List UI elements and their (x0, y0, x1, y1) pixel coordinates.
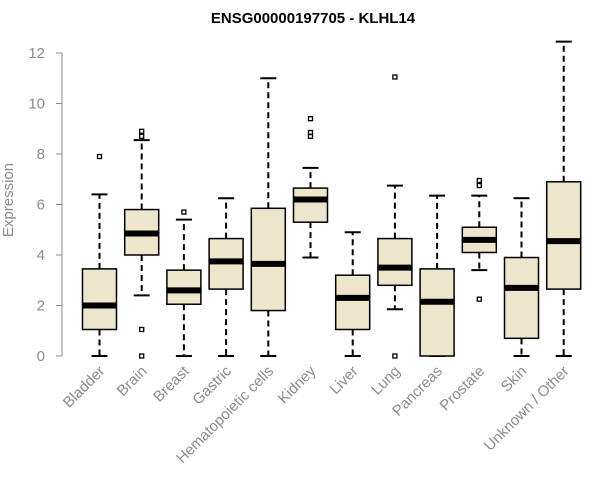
y-axis-label: Expression (0, 163, 17, 237)
box-group (250, 77, 287, 357)
box-group (461, 177, 498, 302)
box-group (208, 197, 244, 357)
outlier-point (139, 133, 145, 139)
outlier-point (476, 182, 482, 189)
y-tick-label: 8 (37, 146, 45, 163)
category-label: Brain (114, 363, 151, 400)
outlier-point (476, 296, 482, 302)
box (419, 268, 455, 357)
box (250, 207, 287, 312)
box (166, 269, 202, 305)
category-label: Breast (150, 362, 193, 405)
box (503, 256, 540, 340)
category-label: Bladder (60, 363, 109, 412)
category-label: Skin (498, 363, 531, 396)
boxes-group (81, 40, 582, 359)
outlier-point (476, 177, 482, 184)
outlier-point (96, 153, 103, 160)
outlier-point (307, 129, 314, 136)
chart-title: ENSG00000197705 - KLHL14 (211, 10, 416, 27)
outlier-point (139, 326, 145, 333)
box-group (123, 128, 160, 359)
outlier-point (139, 353, 145, 359)
outlier-point (392, 353, 398, 359)
outlier-point (392, 74, 398, 80)
y-tick-label: 4 (37, 247, 45, 264)
box-group (81, 153, 118, 357)
box-group (334, 231, 371, 357)
category-label: Lung (368, 363, 404, 399)
box-group (503, 197, 540, 357)
y-tick-label: 0 (37, 348, 45, 365)
y-axis: 0 2 4 6 8 10 12 (28, 45, 63, 365)
box (545, 181, 582, 290)
box (292, 187, 329, 223)
y-tick-label: 12 (28, 45, 45, 62)
box-group (292, 116, 329, 259)
box (81, 268, 118, 331)
box-group (377, 74, 413, 359)
y-tick-label: 6 (37, 197, 45, 214)
y-tick-label: 2 (37, 298, 45, 315)
y-tick-label: 10 (28, 96, 45, 113)
outlier-point (307, 116, 314, 122)
box-group (545, 40, 582, 357)
outlier-point (139, 128, 145, 134)
box (377, 237, 413, 287)
outlier-point (181, 209, 187, 215)
box-group (419, 194, 455, 357)
category-label: Prostate (437, 363, 489, 415)
box-group (166, 209, 202, 357)
category-label: Kidney (275, 362, 320, 407)
category-label: Liver (327, 363, 362, 398)
box (334, 274, 371, 331)
